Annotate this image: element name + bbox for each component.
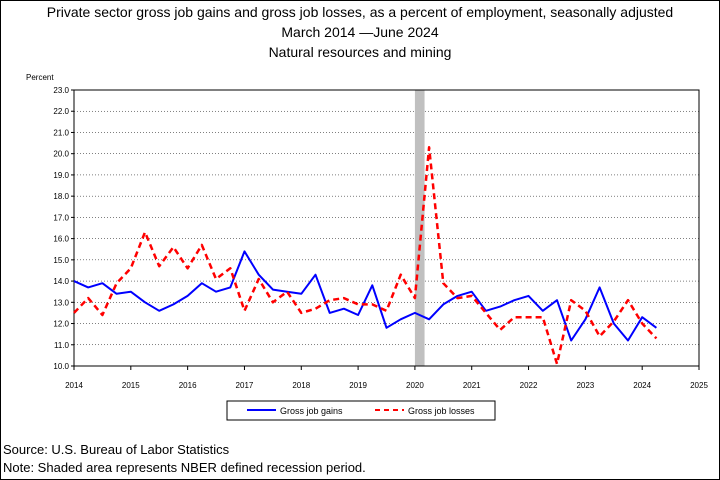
series-line-gross-job-losses — [73, 146, 658, 366]
y-tick-label: 13.0 — [53, 298, 69, 307]
x-tick-label: 2022 — [520, 381, 538, 390]
y-tick-label: 11.0 — [54, 341, 70, 350]
x-tick-label: 2020 — [406, 381, 424, 390]
y-axis-label: Percent — [26, 73, 54, 82]
legend-label-gross-job-gains: Gross job gains — [280, 406, 343, 416]
recession-band — [414, 90, 425, 366]
x-tick-label: 2015 — [122, 381, 140, 390]
y-tick-label: 21.0 — [53, 128, 69, 137]
recession-note: Note: Shaded area represents NBER define… — [3, 460, 366, 475]
plot-area — [73, 89, 700, 367]
x-tick-label: 2014 — [65, 381, 83, 390]
y-tick-label: 17.0 — [53, 213, 69, 222]
y-tick-label: 18.0 — [53, 192, 69, 201]
y-tick-label: 12.0 — [53, 320, 69, 329]
x-tick-label: 2018 — [292, 381, 310, 390]
x-tick-label: 2025 — [690, 381, 708, 390]
chart-title: Private sector gross job gains and gross… — [46, 4, 674, 20]
y-tick-label: 19.0 — [53, 171, 69, 180]
y-tick-label: 16.0 — [53, 235, 69, 244]
series-lines — [73, 146, 658, 366]
x-tick-label: 2017 — [236, 381, 254, 390]
y-tick-label: 10.0 — [53, 362, 69, 371]
chart-subtitle-industry: Natural resources and mining — [268, 44, 452, 60]
y-tick-label: 15.0 — [53, 256, 69, 265]
chart-subtitle-period: March 2014 —June 2024 — [281, 24, 439, 40]
x-tick-label: 2023 — [576, 381, 594, 390]
legend: Gross job gains Gross job losses — [226, 400, 496, 421]
axes: 10.0 11.0 12.0 13.0 14.0 15.0 16.0 17.0 18.0 19.0… — [53, 86, 708, 390]
x-tick-label: 2021 — [463, 381, 481, 390]
legend-label-gross-job-losses: Gross job losses — [408, 406, 475, 416]
y-tick-label: 14.0 — [53, 277, 69, 286]
x-tick-label: 2016 — [179, 381, 197, 390]
legend-box — [226, 400, 496, 421]
recession-shade — [414, 90, 425, 366]
y-tick-label: 23.0 — [53, 86, 69, 95]
x-tick-label: 2019 — [349, 381, 367, 390]
x-tick-label: 2024 — [633, 381, 651, 390]
y-tick-label: 20.0 — [53, 150, 69, 159]
y-tick-label: 22.0 — [53, 107, 69, 116]
source-note: Source: U.S. Bureau of Labor Statistics — [3, 442, 230, 457]
series-line-gross-job-gains — [73, 250, 657, 342]
gridlines — [74, 89, 699, 367]
